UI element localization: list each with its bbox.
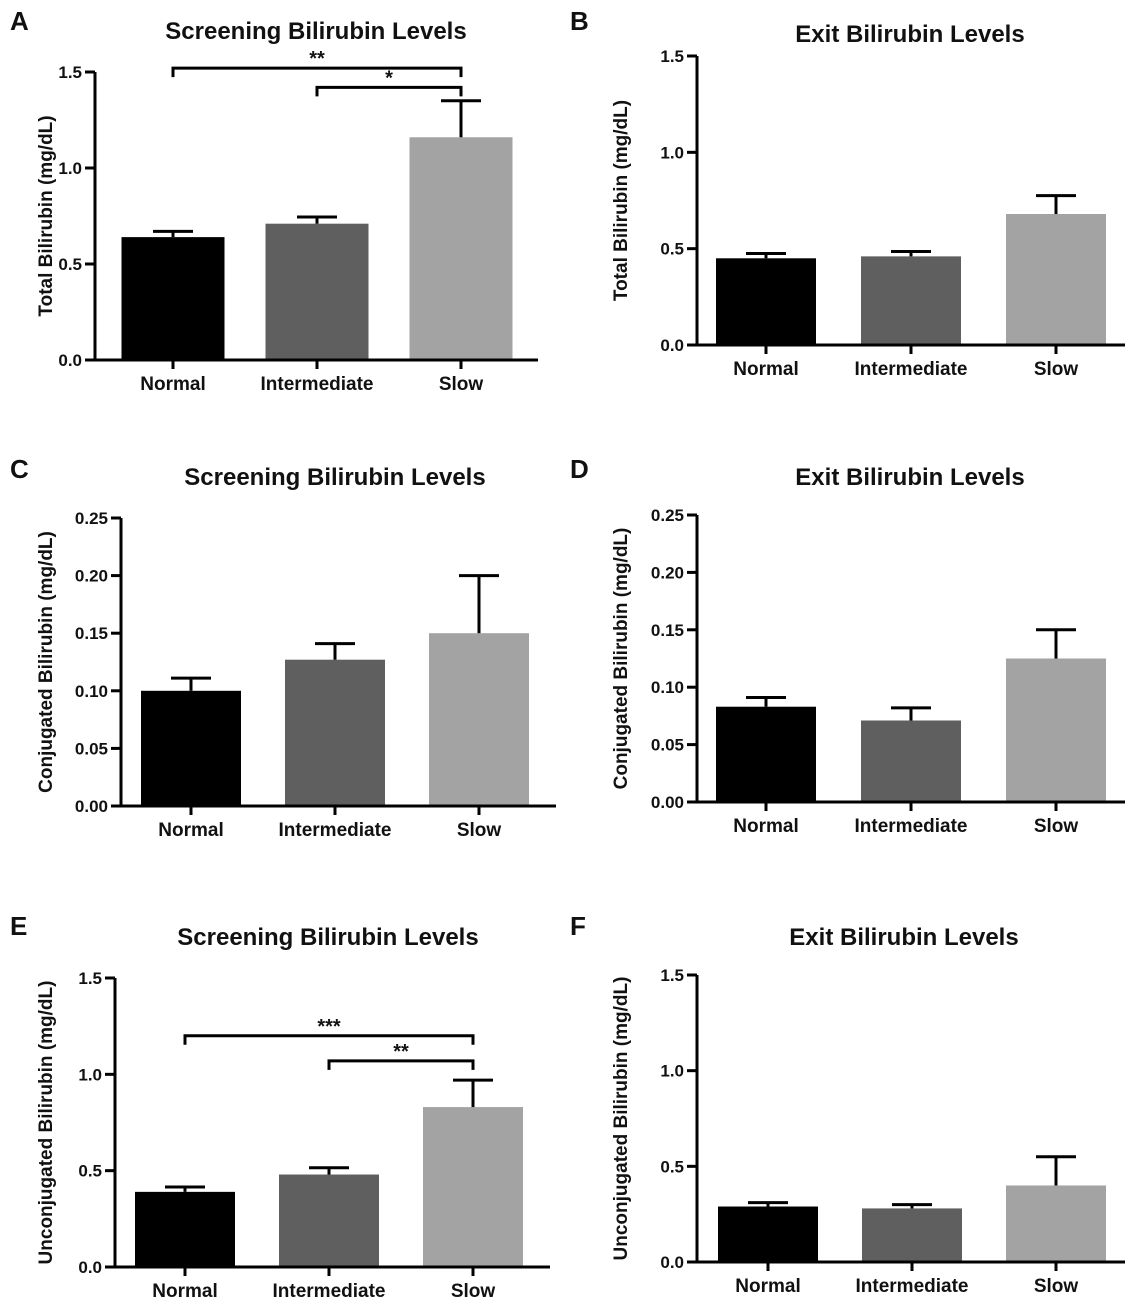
chart-title: Exit Bilirubin Levels [795, 464, 1024, 491]
x-category-label: Intermediate [856, 1276, 969, 1297]
bar [1006, 1185, 1106, 1262]
chart-panel-f: F Exit Bilirubin Levels Unconjugated Bilir… [570, 911, 1125, 1297]
significance-bracket [171, 66, 463, 78]
x-category-label: Slow [1034, 1276, 1079, 1297]
chart-panel-b: B Exit Bilirubin Levels Total Bilirubin (m… [570, 6, 1125, 380]
chart-panel-a: A Screening Bilirubin Levels Total Bilirub… [10, 6, 538, 395]
x-category-label: Normal [733, 359, 798, 380]
chart-title: Screening Bilirubin Levels [184, 464, 485, 491]
y-tick-label: 0.15 [75, 624, 108, 643]
y-tick-label: 1.5 [78, 969, 102, 988]
significance-bracket [327, 1059, 475, 1070]
x-category-label: Normal [140, 374, 205, 395]
significance-bracket [183, 1034, 475, 1045]
significance-label: * [385, 67, 393, 89]
bar [1006, 213, 1106, 345]
panel-letter: D [570, 454, 589, 484]
chart-title: Exit Bilirubin Levels [789, 924, 1018, 951]
panel-letter: C [10, 454, 29, 484]
bar [121, 237, 225, 360]
y-axis-label: Unconjugated Bilirubin (mg/dL) [36, 981, 57, 1265]
bar [265, 223, 369, 360]
x-category-label: Slow [1034, 816, 1079, 837]
bar [718, 1206, 818, 1262]
panel-letter: A [10, 6, 29, 36]
y-tick-label: 1.0 [660, 1062, 684, 1081]
significance-label: ** [393, 1041, 409, 1063]
x-category-label: Intermediate [279, 820, 392, 841]
bar [716, 706, 816, 802]
x-category-label: Slow [457, 820, 502, 841]
bar [1006, 658, 1106, 802]
bar [409, 137, 513, 360]
y-tick-label: 0.20 [75, 567, 108, 586]
bar [861, 256, 961, 345]
y-tick-label: 1.0 [78, 1065, 102, 1084]
y-tick-label: 0.5 [660, 240, 684, 259]
x-category-label: Intermediate [855, 816, 968, 837]
y-axis-label: Conjugated Bilirubin (mg/dL) [611, 528, 632, 790]
significance-label: *** [317, 1016, 341, 1038]
x-category-label: Normal [735, 1276, 800, 1297]
y-tick-label: 0.0 [58, 351, 82, 370]
y-tick-label: 0.05 [651, 736, 684, 755]
x-category-label: Intermediate [261, 374, 374, 395]
y-tick-label: 0.00 [75, 797, 108, 816]
y-tick-label: 1.0 [58, 159, 82, 178]
y-tick-label: 0.5 [660, 1157, 684, 1176]
y-axis-label: Total Bilirubin (mg/dL) [36, 115, 57, 316]
x-category-label: Normal [152, 1281, 217, 1299]
significance-label: ** [309, 48, 325, 70]
y-tick-label: 1.5 [660, 47, 684, 66]
x-category-label: Slow [439, 374, 484, 395]
bar [429, 633, 529, 806]
x-category-label: Slow [451, 1281, 496, 1299]
chart-title: Exit Bilirubin Levels [795, 21, 1024, 48]
bar [141, 690, 241, 806]
y-axis-label: Unconjugated Bilirubin (mg/dL) [611, 977, 632, 1261]
y-tick-label: 0.00 [651, 793, 684, 812]
chart-title: Screening Bilirubin Levels [165, 18, 466, 45]
y-tick-label: 0.0 [78, 1258, 102, 1277]
bar [423, 1107, 523, 1267]
y-tick-label: 0.25 [75, 509, 108, 528]
chart-panel-c: C Screening Bilirubin Levels Conjugated Bi… [10, 454, 556, 841]
y-tick-label: 0.25 [651, 506, 684, 525]
bar [716, 258, 816, 345]
y-axis-label: Conjugated Bilirubin (mg/dL) [36, 531, 57, 793]
y-tick-label: 0.10 [651, 678, 684, 697]
x-category-label: Normal [733, 816, 798, 837]
x-category-label: Intermediate [273, 1281, 386, 1299]
bar [862, 1208, 962, 1262]
chart-panel-d: D Exit Bilirubin Levels Conjugated Bilirub… [570, 454, 1125, 837]
panel-letter: F [570, 911, 586, 941]
y-tick-label: 1.5 [660, 966, 684, 985]
y-tick-label: 0.10 [75, 682, 108, 701]
y-tick-label: 0.20 [651, 563, 684, 582]
bar [285, 659, 385, 806]
y-tick-label: 0.0 [660, 336, 684, 355]
significance-bracket [315, 85, 463, 97]
x-category-label: Intermediate [855, 359, 968, 380]
panel-letter: B [570, 6, 589, 36]
chart-panel-e: E Screening Bilirubin Levels Unconjugated … [10, 911, 550, 1299]
x-category-label: Slow [1034, 359, 1079, 380]
y-tick-label: 0.5 [58, 255, 82, 274]
y-tick-label: 1.5 [58, 63, 82, 82]
x-category-label: Normal [158, 820, 223, 841]
chart-title: Screening Bilirubin Levels [177, 924, 478, 951]
y-tick-label: 1.0 [660, 143, 684, 162]
y-tick-label: 0.5 [78, 1162, 102, 1181]
panel-letter: E [10, 911, 27, 941]
bar [861, 720, 961, 802]
y-tick-label: 0.0 [660, 1253, 684, 1272]
bar [135, 1191, 235, 1267]
y-tick-label: 0.05 [75, 739, 108, 758]
y-tick-label: 0.15 [651, 621, 684, 640]
bar [279, 1174, 379, 1267]
y-axis-label: Total Bilirubin (mg/dL) [611, 100, 632, 301]
